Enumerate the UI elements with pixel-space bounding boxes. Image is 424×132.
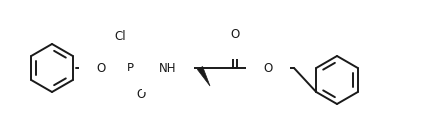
Text: O: O bbox=[263, 62, 273, 74]
Text: Cl: Cl bbox=[114, 30, 126, 44]
Polygon shape bbox=[198, 67, 210, 86]
Text: O: O bbox=[96, 62, 106, 74]
Text: NH: NH bbox=[159, 62, 177, 74]
Text: O: O bbox=[137, 88, 145, 102]
Text: P: P bbox=[126, 62, 134, 74]
Text: O: O bbox=[230, 29, 240, 41]
